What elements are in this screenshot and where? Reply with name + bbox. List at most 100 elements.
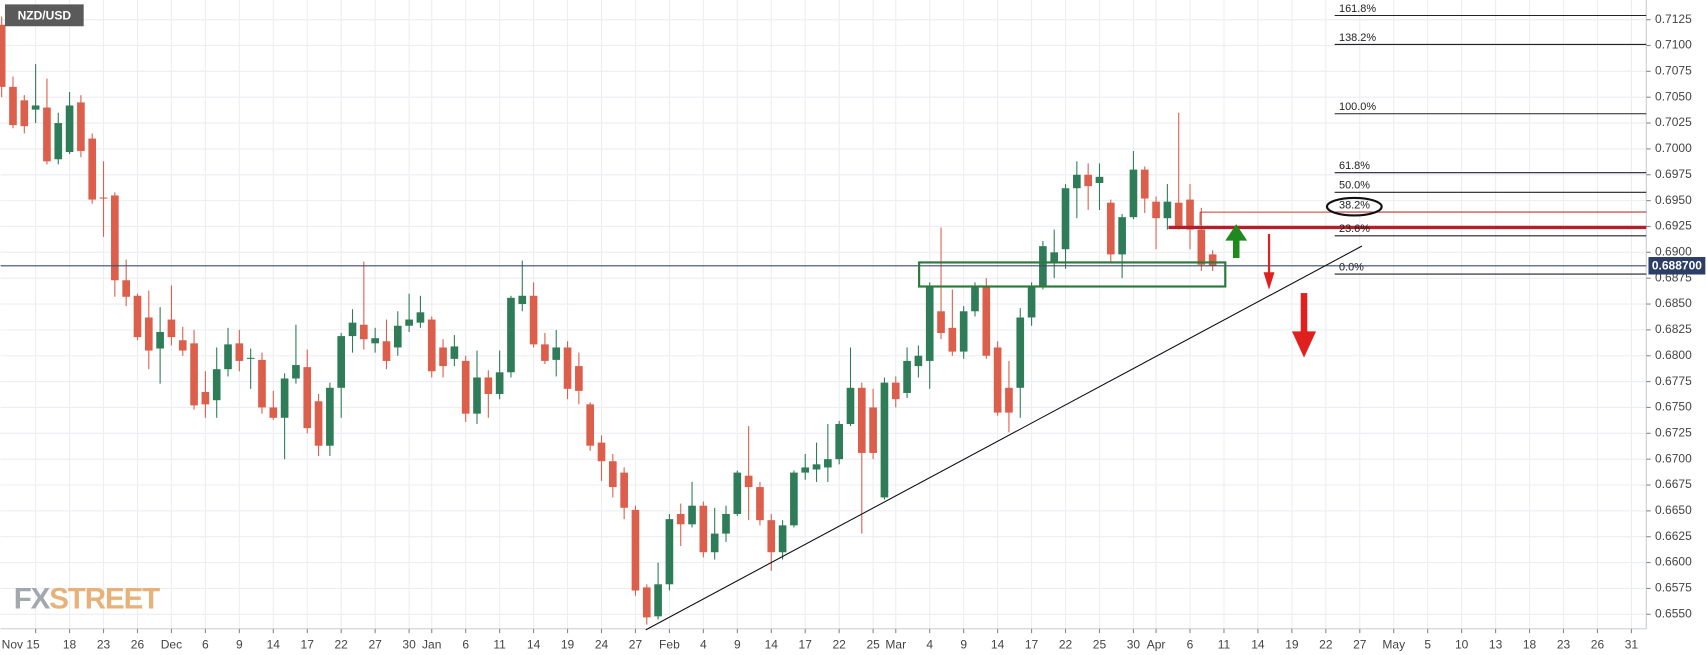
candle-body: [1118, 217, 1126, 255]
down-arrow-head: [1263, 272, 1275, 290]
candle-body: [1197, 229, 1206, 265]
fib-label: 50.0%: [1339, 180, 1370, 192]
chart-title: NZD/USD: [18, 9, 72, 23]
x-tick-label: 27: [1353, 637, 1367, 651]
candle-body: [778, 525, 787, 553]
x-tick-label: 6: [1187, 637, 1194, 651]
candle-body: [824, 459, 832, 468]
x-tick-label: 17: [1025, 637, 1039, 651]
candle-body: [642, 587, 651, 618]
y-tick-label: 0.6925: [1655, 219, 1692, 233]
candle-body: [1061, 188, 1070, 250]
x-tick-label: 27: [629, 637, 643, 651]
x-tick-label: 14: [991, 637, 1005, 651]
x-tick-label: 18: [1523, 637, 1537, 651]
candle-body: [925, 286, 934, 361]
candle-body: [348, 322, 357, 337]
candle-body: [1208, 254, 1217, 266]
y-tick-label: 0.6600: [1655, 555, 1692, 569]
y-tick-label: 0.6675: [1655, 477, 1692, 491]
candle-body: [665, 519, 674, 585]
candle-body: [190, 343, 198, 406]
trend-line: [645, 245, 1363, 631]
candle-body: [144, 317, 153, 351]
candle-body: [258, 359, 266, 408]
candle-body: [1129, 169, 1138, 218]
candle-body: [77, 102, 85, 151]
x-tick-label: 23: [1557, 637, 1571, 651]
candle-body: [1163, 201, 1172, 219]
candle-body: [937, 311, 945, 333]
x-tick-label: 22: [1319, 637, 1333, 651]
candle-body: [518, 295, 527, 305]
candle-body: [201, 391, 210, 405]
candle-body: [416, 312, 425, 323]
x-tick-label: 9: [236, 637, 243, 651]
y-tick-label: 0.6625: [1655, 529, 1692, 543]
candle-body: [337, 336, 346, 388]
x-tick-label: 26: [1591, 637, 1605, 651]
candle-body: [790, 472, 798, 526]
candle-body: [1152, 201, 1160, 219]
candle-body: [1027, 286, 1036, 318]
logo-part: STREET: [49, 582, 160, 615]
fib-label: 23.6%: [1339, 223, 1370, 235]
x-tick-label: 18: [63, 637, 77, 651]
x-tick-label: 6: [462, 637, 469, 651]
x-tick-label: 30: [1127, 637, 1141, 651]
candle-body: [688, 505, 696, 525]
x-tick-label: 22: [335, 637, 349, 651]
candle-body: [224, 344, 232, 370]
candle-body: [869, 407, 877, 453]
candle-body: [360, 324, 368, 340]
y-tick-label: 0.7025: [1655, 115, 1692, 129]
y-tick-label: 0.6725: [1655, 425, 1692, 439]
candle-body: [371, 338, 379, 344]
y-tick-label: 0.7125: [1655, 12, 1692, 26]
x-tick-label: 6: [202, 637, 209, 651]
x-tick-label: 27: [368, 637, 382, 651]
candle-body: [122, 280, 130, 297]
title-box: [4, 4, 84, 27]
candle-body: [846, 387, 855, 424]
candle-body: [393, 325, 402, 348]
support-zone: [918, 261, 1227, 288]
candle-body: [9, 86, 17, 126]
y-tick-label: 0.6750: [1655, 400, 1692, 414]
candle-body: [541, 344, 549, 361]
candle-body: [292, 365, 300, 379]
y-tick-label: 0.7050: [1655, 89, 1692, 103]
candle-body: [699, 505, 708, 553]
candle-body: [891, 382, 900, 400]
candle-body: [405, 319, 413, 326]
x-tick-label: 4: [700, 637, 707, 651]
candle-body: [1174, 202, 1183, 228]
x-tick-label: 11: [493, 637, 506, 651]
candle-body: [733, 472, 742, 514]
candle-body: [269, 407, 278, 418]
candle-body: [1050, 252, 1059, 263]
logo: FXSTREET: [14, 582, 160, 615]
price-tag: [1648, 257, 1706, 275]
candle-body: [552, 347, 561, 360]
candle-body: [1095, 176, 1104, 184]
candle-body: [156, 331, 164, 349]
candle-body: [744, 475, 753, 488]
candle-body: [439, 347, 447, 367]
x-tick-label: Mar: [885, 637, 906, 651]
x-tick-label: 22: [832, 637, 846, 651]
x-tick-label: May: [1382, 637, 1405, 651]
x-tick-label: Dec: [161, 637, 182, 651]
candle-body: [1016, 317, 1025, 388]
candle-body: [111, 195, 119, 281]
y-tick-label: 0.7075: [1655, 64, 1692, 78]
big-down-arrow-head: [1291, 331, 1317, 358]
y-tick-label: 0.6975: [1655, 167, 1692, 181]
x-tick-label: 13: [1489, 637, 1503, 651]
candle-body: [212, 369, 221, 401]
drawings: [645, 196, 1647, 631]
candle-body: [982, 286, 991, 356]
candle-body: [529, 295, 538, 345]
candle-body: [280, 378, 289, 418]
